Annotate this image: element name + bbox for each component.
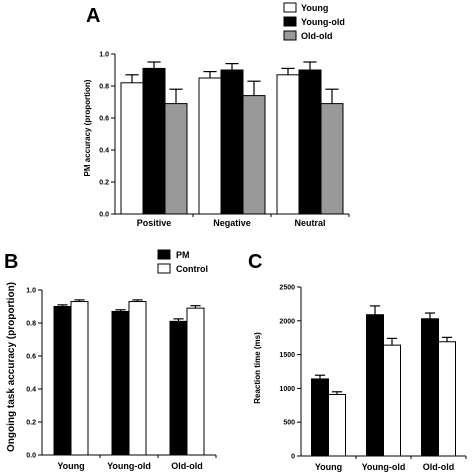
chart-b: Ongoing task accuracy (proportion) PM Co…	[6, 249, 217, 471]
chart-b-ytick-label-3: 0.6	[26, 354, 36, 361]
legend-swatch-young	[283, 2, 297, 13]
chart-a-legend: Young Young-old Old-old	[283, 2, 345, 41]
chart-a-bar-young-old-positive	[142, 67, 166, 215]
chart-c-category-label-old-old: Old-old	[423, 462, 455, 472]
chart-b-bar-pm-old-old	[169, 320, 188, 456]
chart-a-bar-young-old-neutral	[298, 69, 322, 215]
chart-c-bar-control-old-old	[438, 341, 456, 457]
legend-swatch-young-old	[283, 16, 297, 27]
chart-a-bar-old-old-neutral	[320, 103, 344, 215]
panel-label-c: C	[248, 251, 262, 273]
panel-label-a: A	[86, 5, 100, 27]
chart-a-ytick-label-1: 0.2	[99, 180, 109, 187]
chart-b-ytick-label-4: 0.8	[26, 321, 36, 328]
panel-label-b: B	[4, 251, 18, 273]
chart-b-category-label-young: Young	[57, 461, 84, 471]
legend-swatch-pm	[157, 249, 171, 260]
chart-b-category-label-young-old: Young-old	[107, 461, 151, 471]
chart-c-bar-pm-old-old	[421, 318, 439, 457]
chart-a-bar-young-positive	[120, 82, 144, 215]
chart-c-bar-pm-young-old	[366, 314, 384, 457]
chart-c-bar-pm-young	[311, 378, 329, 457]
chart-c-ytick-label-4: 2000	[279, 318, 295, 325]
chart-b-bar-pm-young-old	[111, 310, 130, 456]
chart-a-ytick-label-5: 1.0	[99, 52, 109, 59]
chart-b-ytick-label-0: 0.0	[26, 453, 36, 460]
chart-b-bar-control-young	[70, 301, 89, 456]
chart-b-bar-control-young-old	[128, 301, 147, 456]
chart-a-bar-old-old-negative	[242, 95, 266, 215]
chart-c-category-label-young: Young	[315, 462, 342, 472]
legend-label-old-old: Old-old	[301, 31, 333, 41]
chart-a-bar-old-old-positive	[164, 103, 188, 215]
legend-label-young: Young	[301, 3, 328, 13]
chart-c-ytick-label-1: 500	[283, 420, 295, 427]
legend-label-control: Control	[176, 264, 208, 274]
chart-a-bar-young-neutral	[276, 74, 300, 215]
chart-c: Reaction time (ms) 0 500 1000 1500 2000 2500 Y…	[253, 285, 467, 472]
chart-b-ytick-label-1: 0.2	[26, 420, 36, 427]
chart-a-category-label-negative: Negative	[213, 218, 251, 228]
chart-a-bar-young-old-negative	[220, 69, 244, 215]
chart-a-category-label-neutral: Neutral	[294, 218, 325, 228]
chart-c-ytick-label-2: 1000	[279, 386, 295, 393]
chart-a-ytick-label-4: 0.8	[99, 84, 109, 91]
legend-swatch-control	[157, 263, 171, 274]
chart-a: PM accuracy (proportion) Young Young-old…	[83, 2, 350, 228]
chart-b-legend: PM Control	[157, 249, 208, 274]
legend-label-young-old: Young-old	[301, 17, 345, 27]
chart-c-category-label-young-old: Young-old	[362, 462, 406, 472]
chart-c-ylabel: Reaction time (ms)	[253, 332, 262, 404]
chart-c-bar-control-young-old	[383, 344, 401, 457]
chart-a-ytick-label-0: 0.0	[99, 212, 109, 219]
chart-b-ytick-label-5: 1.0	[26, 288, 36, 295]
chart-a-category-label-positive: Positive	[137, 218, 172, 228]
chart-c-ytick-label-5: 2500	[279, 285, 295, 292]
chart-c-ytick-label-0: 0	[291, 454, 295, 461]
chart-b-category-label-old-old: Old-old	[171, 461, 203, 471]
chart-b-ylabel: Ongoing task accuracy (proportion)	[6, 282, 17, 452]
chart-a-ytick-label-2: 0.4	[99, 148, 109, 155]
chart-a-ytick-label-3: 0.6	[99, 116, 109, 123]
legend-label-pm: PM	[176, 250, 190, 260]
chart-c-ytick-label-3: 1500	[279, 352, 295, 359]
chart-a-bar-young-negative	[198, 77, 222, 215]
chart-b-ytick-label-2: 0.4	[26, 387, 36, 394]
chart-c-bar-control-young	[328, 393, 346, 457]
chart-b-bar-pm-young	[53, 306, 72, 456]
legend-swatch-old-old	[283, 30, 297, 41]
chart-b-bar-control-old-old	[186, 307, 205, 456]
chart-a-ylabel: PM accuracy (proportion)	[83, 79, 92, 176]
